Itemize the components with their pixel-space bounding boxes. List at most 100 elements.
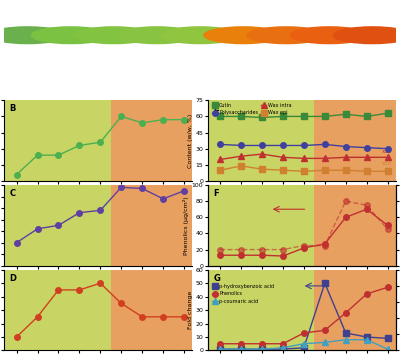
Bar [314,270,396,350]
Text: G: G [213,274,220,283]
Wax epi [343,168,348,172]
Phenolics [218,342,222,346]
Text: C: C [10,189,16,198]
Line: Polysaccharides: Polysaccharides [217,142,390,152]
Wax intra [322,156,327,160]
Circle shape [118,27,196,44]
Text: x10: x10 [382,161,392,166]
Text: 25 daa: 25 daa [105,69,122,74]
p-coumaric acid [302,342,306,346]
Bar [111,100,192,181]
Polysaccharides [364,145,369,150]
Line: Wax epi: Wax epi [217,163,390,174]
Bar [4,270,111,350]
p-hydroxybenzoic acid [302,346,306,350]
Circle shape [204,27,282,44]
Phenolics [364,292,369,296]
p-coumaric acid [322,340,327,344]
Phenolics [280,342,285,346]
Phenolics [385,285,390,289]
Bar [208,100,314,181]
Y-axis label: Fold change: Fold change [188,291,193,329]
Cutin [260,115,264,120]
Text: F: F [213,189,219,198]
Text: 40 mm: 40 mm [357,74,376,79]
Line: Phenolics: Phenolics [217,285,390,347]
p-coumaric acid [260,347,264,351]
p-hydroxybenzoic acid [322,281,327,285]
Phenolics [260,342,264,346]
Bar [314,185,396,266]
Text: 35 daa: 35 daa [192,69,208,74]
Cutin [322,114,327,119]
p-coumaric acid [364,338,369,342]
Y-axis label: Content (w/w, %): Content (w/w, %) [188,114,193,168]
Line: p-hydroxybenzoic acid: p-hydroxybenzoic acid [217,280,390,352]
Line: p-coumaric acid: p-coumaric acid [217,337,390,352]
Circle shape [247,27,326,44]
Text: 40 daa: 40 daa [235,69,252,74]
Line: Wax intra: Wax intra [217,151,390,162]
p-coumaric acid [218,347,222,351]
p-hydroxybenzoic acid [218,347,222,351]
Bar [208,270,314,350]
Circle shape [161,27,239,44]
Polysaccharides [322,142,327,147]
Cutin [343,112,348,116]
Text: x10: x10 [382,149,392,154]
Text: 45 daa: 45 daa [278,69,295,74]
Cutin [239,114,244,119]
Text: D: D [10,274,17,283]
Circle shape [74,27,153,44]
p-hydroxybenzoic acid [343,331,348,335]
Polysaccharides [239,143,244,148]
Phenolics [239,342,244,346]
Polysaccharides [280,143,285,148]
p-hydroxybenzoic acid [385,336,390,341]
p-hydroxybenzoic acid [280,347,285,351]
Bar [111,185,192,266]
Y-axis label: Phenolics (μg/cm²): Phenolics (μg/cm²) [183,196,189,255]
Wax intra [364,155,369,159]
Wax intra [260,152,264,156]
Wax epi [322,168,327,172]
Legend: p-hydroxybenzoic acid, Phenolics, p-coumaric acid: p-hydroxybenzoic acid, Phenolics, p-coum… [210,282,276,306]
Text: 50 daa: 50 daa [321,69,338,74]
Bar [4,100,111,181]
Line: Cutin: Cutin [217,110,390,120]
Text: 55 daa: 55 daa [364,69,381,74]
Cutin [302,114,306,119]
Circle shape [333,27,400,44]
Wax epi [239,164,244,168]
Wax intra [343,155,348,159]
Bar [4,185,111,266]
Text: E: E [213,104,219,113]
Bar [111,270,192,350]
p-hydroxybenzoic acid [260,347,264,351]
p-hydroxybenzoic acid [239,347,244,351]
Legend: Cutin, Polysaccharides, Wax intra, Wax epi: Cutin, Polysaccharides, Wax intra, Wax e… [210,101,294,118]
Wax epi [218,168,222,172]
Bar [208,185,314,266]
p-coumaric acid [385,347,390,351]
Wax intra [302,156,306,160]
Polysaccharides [302,143,306,148]
Polysaccharides [218,142,222,147]
Phenolics [343,311,348,315]
Text: 30 daa: 30 daa [148,69,165,74]
Wax epi [364,169,369,173]
p-coumaric acid [343,338,348,342]
Cutin [280,114,285,119]
Wax intra [280,155,285,159]
Polysaccharides [343,144,348,149]
Circle shape [32,27,110,44]
Wax intra [218,157,222,161]
Cutin [364,114,369,119]
p-hydroxybenzoic acid [364,335,369,339]
p-coumaric acid [280,346,285,350]
Text: Ripening: Ripening [242,70,284,79]
Wax epi [260,167,264,171]
Circle shape [0,27,67,44]
Phenolics [302,331,306,335]
Wax intra [239,154,244,158]
